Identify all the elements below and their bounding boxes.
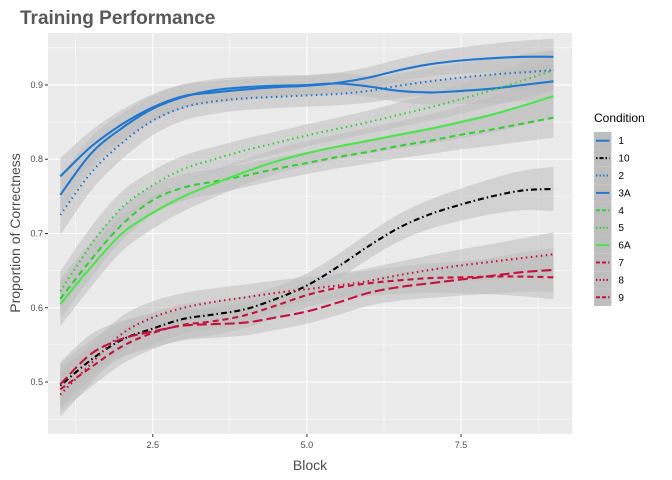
series-line-5 xyxy=(59,69,554,292)
series-line-9 xyxy=(59,268,554,385)
x-axis-title: Block xyxy=(293,457,328,473)
legend-label-1: 1 xyxy=(618,136,624,147)
legend-title: Condition xyxy=(594,111,645,125)
ci-ribbon-4 xyxy=(60,97,554,319)
series-lines xyxy=(59,55,554,396)
y-axis-ticks: 0.5 0.6 0.7 0.8 0.9 xyxy=(30,80,48,387)
ci-ribbon-9 xyxy=(60,247,554,407)
legend-label-3A: 3A xyxy=(618,188,631,199)
series-line-10 xyxy=(59,187,554,387)
legend-label-9: 9 xyxy=(618,293,624,304)
series-line-3A xyxy=(59,55,554,178)
y-tick-label: 0.7 xyxy=(30,229,43,239)
x-axis-ticks: 2.5 5.0 7.5 xyxy=(147,434,468,450)
legend-label-5: 5 xyxy=(618,223,624,234)
x-tick-label: 2.5 xyxy=(147,440,160,450)
series-line-2 xyxy=(59,69,554,216)
y-tick-label: 0.8 xyxy=(30,154,43,164)
legend-label-10: 10 xyxy=(618,154,630,165)
legend-label-8: 8 xyxy=(618,275,624,286)
x-tick-label: 5.0 xyxy=(301,440,314,450)
legend: Condition 1 10 2 3A 4 5 6A 7 8 9 xyxy=(594,111,645,306)
legend-label-6A: 6A xyxy=(618,241,631,252)
legend-key-2 xyxy=(594,166,612,185)
legend-label-7: 7 xyxy=(618,258,624,269)
y-tick-label: 0.9 xyxy=(30,80,43,90)
series-line-4 xyxy=(59,116,554,300)
legend-key-5 xyxy=(594,219,612,237)
ci-ribbon-6A xyxy=(60,74,554,327)
y-axis-title: Proportion of Correctness xyxy=(7,153,23,313)
x-tick-label: 7.5 xyxy=(455,440,468,450)
y-tick-label: 0.5 xyxy=(30,377,43,387)
y-tick-label: 0.6 xyxy=(30,303,43,313)
series-line-6A xyxy=(59,95,554,305)
legend-items: 1 10 2 3A 4 5 6A 7 8 9 xyxy=(594,132,631,306)
legend-label-4: 4 xyxy=(618,206,624,217)
legend-key-8 xyxy=(594,271,612,289)
series-line-7 xyxy=(59,275,554,391)
legend-label-2: 2 xyxy=(618,171,624,182)
chart-title: Training Performance xyxy=(20,8,215,29)
